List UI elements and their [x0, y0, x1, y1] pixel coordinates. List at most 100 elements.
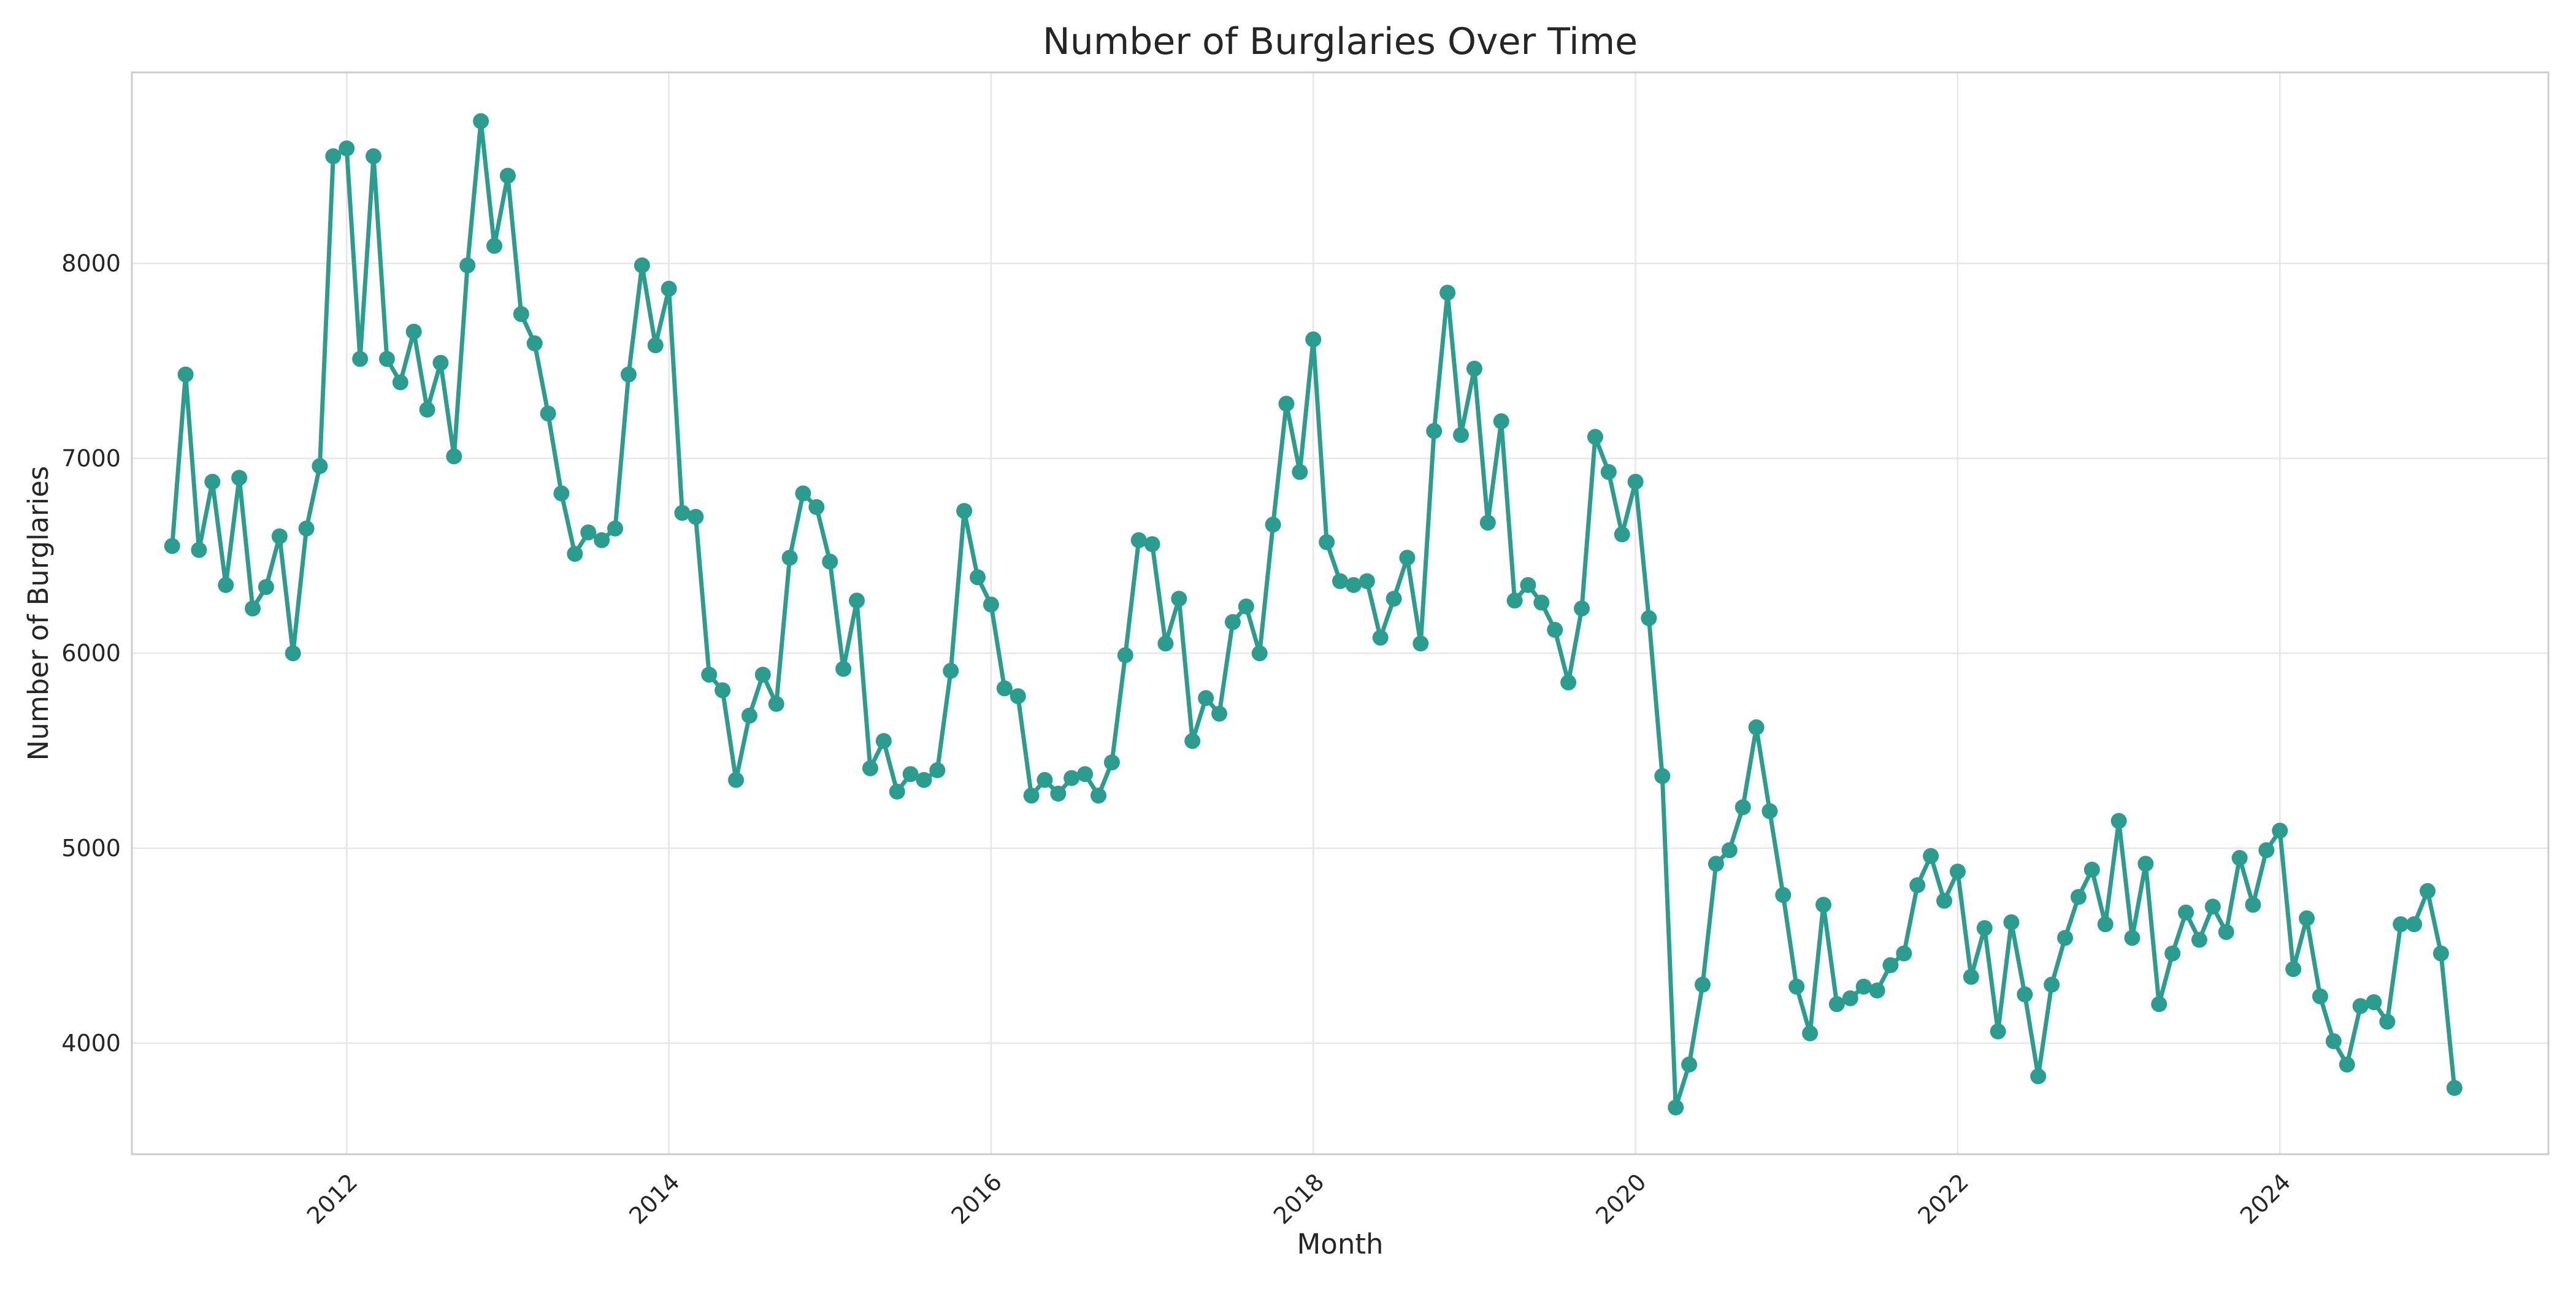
data-point: [741, 707, 757, 724]
data-point: [1305, 331, 1322, 348]
data-point: [2044, 976, 2060, 993]
data-point: [1359, 573, 1375, 589]
x-tick-label: 2024: [2235, 1168, 2296, 1230]
data-point: [916, 772, 932, 788]
data-point: [1466, 361, 1482, 377]
data-point: [1748, 719, 1765, 735]
data-point: [526, 335, 543, 351]
data-point: [1681, 1056, 1698, 1073]
data-point: [1775, 887, 1792, 903]
data-point: [1802, 1025, 1819, 1041]
x-tick-label: 2018: [1268, 1168, 1330, 1230]
data-point: [1426, 423, 1443, 439]
data-point: [1788, 978, 1805, 995]
data-point: [513, 306, 529, 323]
data-point: [1278, 396, 1295, 412]
data-point: [432, 354, 449, 371]
data-point: [2017, 986, 2033, 1003]
data-point: [607, 520, 623, 537]
data-point: [2245, 897, 2261, 913]
data-point: [634, 257, 650, 274]
data-point: [1399, 550, 1416, 566]
data-point: [164, 538, 180, 554]
data-point: [1520, 577, 1536, 593]
data-point: [688, 508, 704, 525]
data-point: [1171, 591, 1187, 607]
data-point: [177, 366, 194, 383]
data-point: [1828, 996, 1845, 1013]
data-point: [553, 485, 570, 502]
data-point: [2003, 914, 2020, 930]
data-point: [822, 553, 838, 570]
data-point: [1574, 600, 1590, 617]
x-tick-label: 2012: [302, 1168, 363, 1230]
data-point: [1761, 803, 1778, 819]
data-point: [1251, 645, 1268, 662]
data-point: [1815, 897, 1831, 913]
data-point: [1224, 614, 1241, 630]
data-point: [1184, 733, 1201, 749]
data-point: [1372, 629, 1389, 646]
data-point: [1023, 787, 1040, 804]
data-point: [1144, 536, 1160, 553]
data-point: [2164, 945, 2181, 962]
data-point: [1695, 976, 1711, 993]
data-point: [2325, 1033, 2342, 1049]
data-point: [1560, 674, 1577, 691]
data-point: [1238, 598, 1254, 615]
data-point: [956, 503, 973, 519]
data-point: [1064, 770, 1080, 786]
data-point: [701, 667, 718, 683]
data-point: [2272, 822, 2288, 839]
x-tick-label: 2022: [1913, 1168, 1974, 1230]
data-point: [245, 600, 261, 617]
data-point: [970, 569, 986, 586]
x-tick-label: 2020: [1590, 1168, 1652, 1230]
data-point: [2258, 842, 2275, 859]
data-point: [325, 148, 342, 164]
data-point: [567, 546, 583, 562]
data-point: [1735, 799, 1751, 816]
data-point: [1641, 610, 1657, 626]
grid-lines: [132, 72, 2548, 1154]
data-point: [1533, 594, 1550, 611]
data-point: [781, 550, 798, 566]
data-point: [1265, 516, 1281, 533]
data-point: [1319, 534, 1335, 550]
data-point: [1721, 842, 1738, 859]
data-point: [1103, 754, 1120, 771]
data-point: [2366, 994, 2382, 1011]
data-point: [1117, 647, 1133, 664]
data-point: [1869, 983, 1885, 998]
data-point: [2393, 916, 2409, 932]
data-point: [1050, 786, 1067, 802]
data-point: [392, 374, 408, 391]
data-point: [2097, 916, 2114, 932]
data-point: [2352, 998, 2369, 1014]
data-point: [983, 596, 999, 613]
data-point: [943, 662, 959, 679]
data-point: [1198, 690, 1214, 707]
data-point: [231, 470, 248, 486]
data-point: [795, 485, 811, 502]
data-point: [1506, 592, 1523, 609]
data-point: [2124, 930, 2141, 946]
data-point: [2110, 813, 2127, 829]
data-point: [2406, 916, 2423, 932]
data-point: [1668, 1099, 1684, 1116]
data-point: [298, 520, 315, 537]
data-points: [164, 113, 2463, 1116]
data-point: [1332, 573, 1348, 589]
data-point: [2083, 862, 2100, 878]
data-point: [1896, 945, 1912, 962]
y-tick-label: 4000: [61, 1030, 121, 1057]
data-point: [2432, 945, 2449, 962]
data-point: [1600, 464, 1617, 480]
data-point: [1211, 705, 1227, 722]
data-point: [1037, 772, 1053, 788]
data-point: [1091, 787, 1106, 804]
data-point: [661, 280, 677, 297]
data-point: [1077, 766, 1094, 783]
y-tick-label: 8000: [61, 250, 121, 277]
